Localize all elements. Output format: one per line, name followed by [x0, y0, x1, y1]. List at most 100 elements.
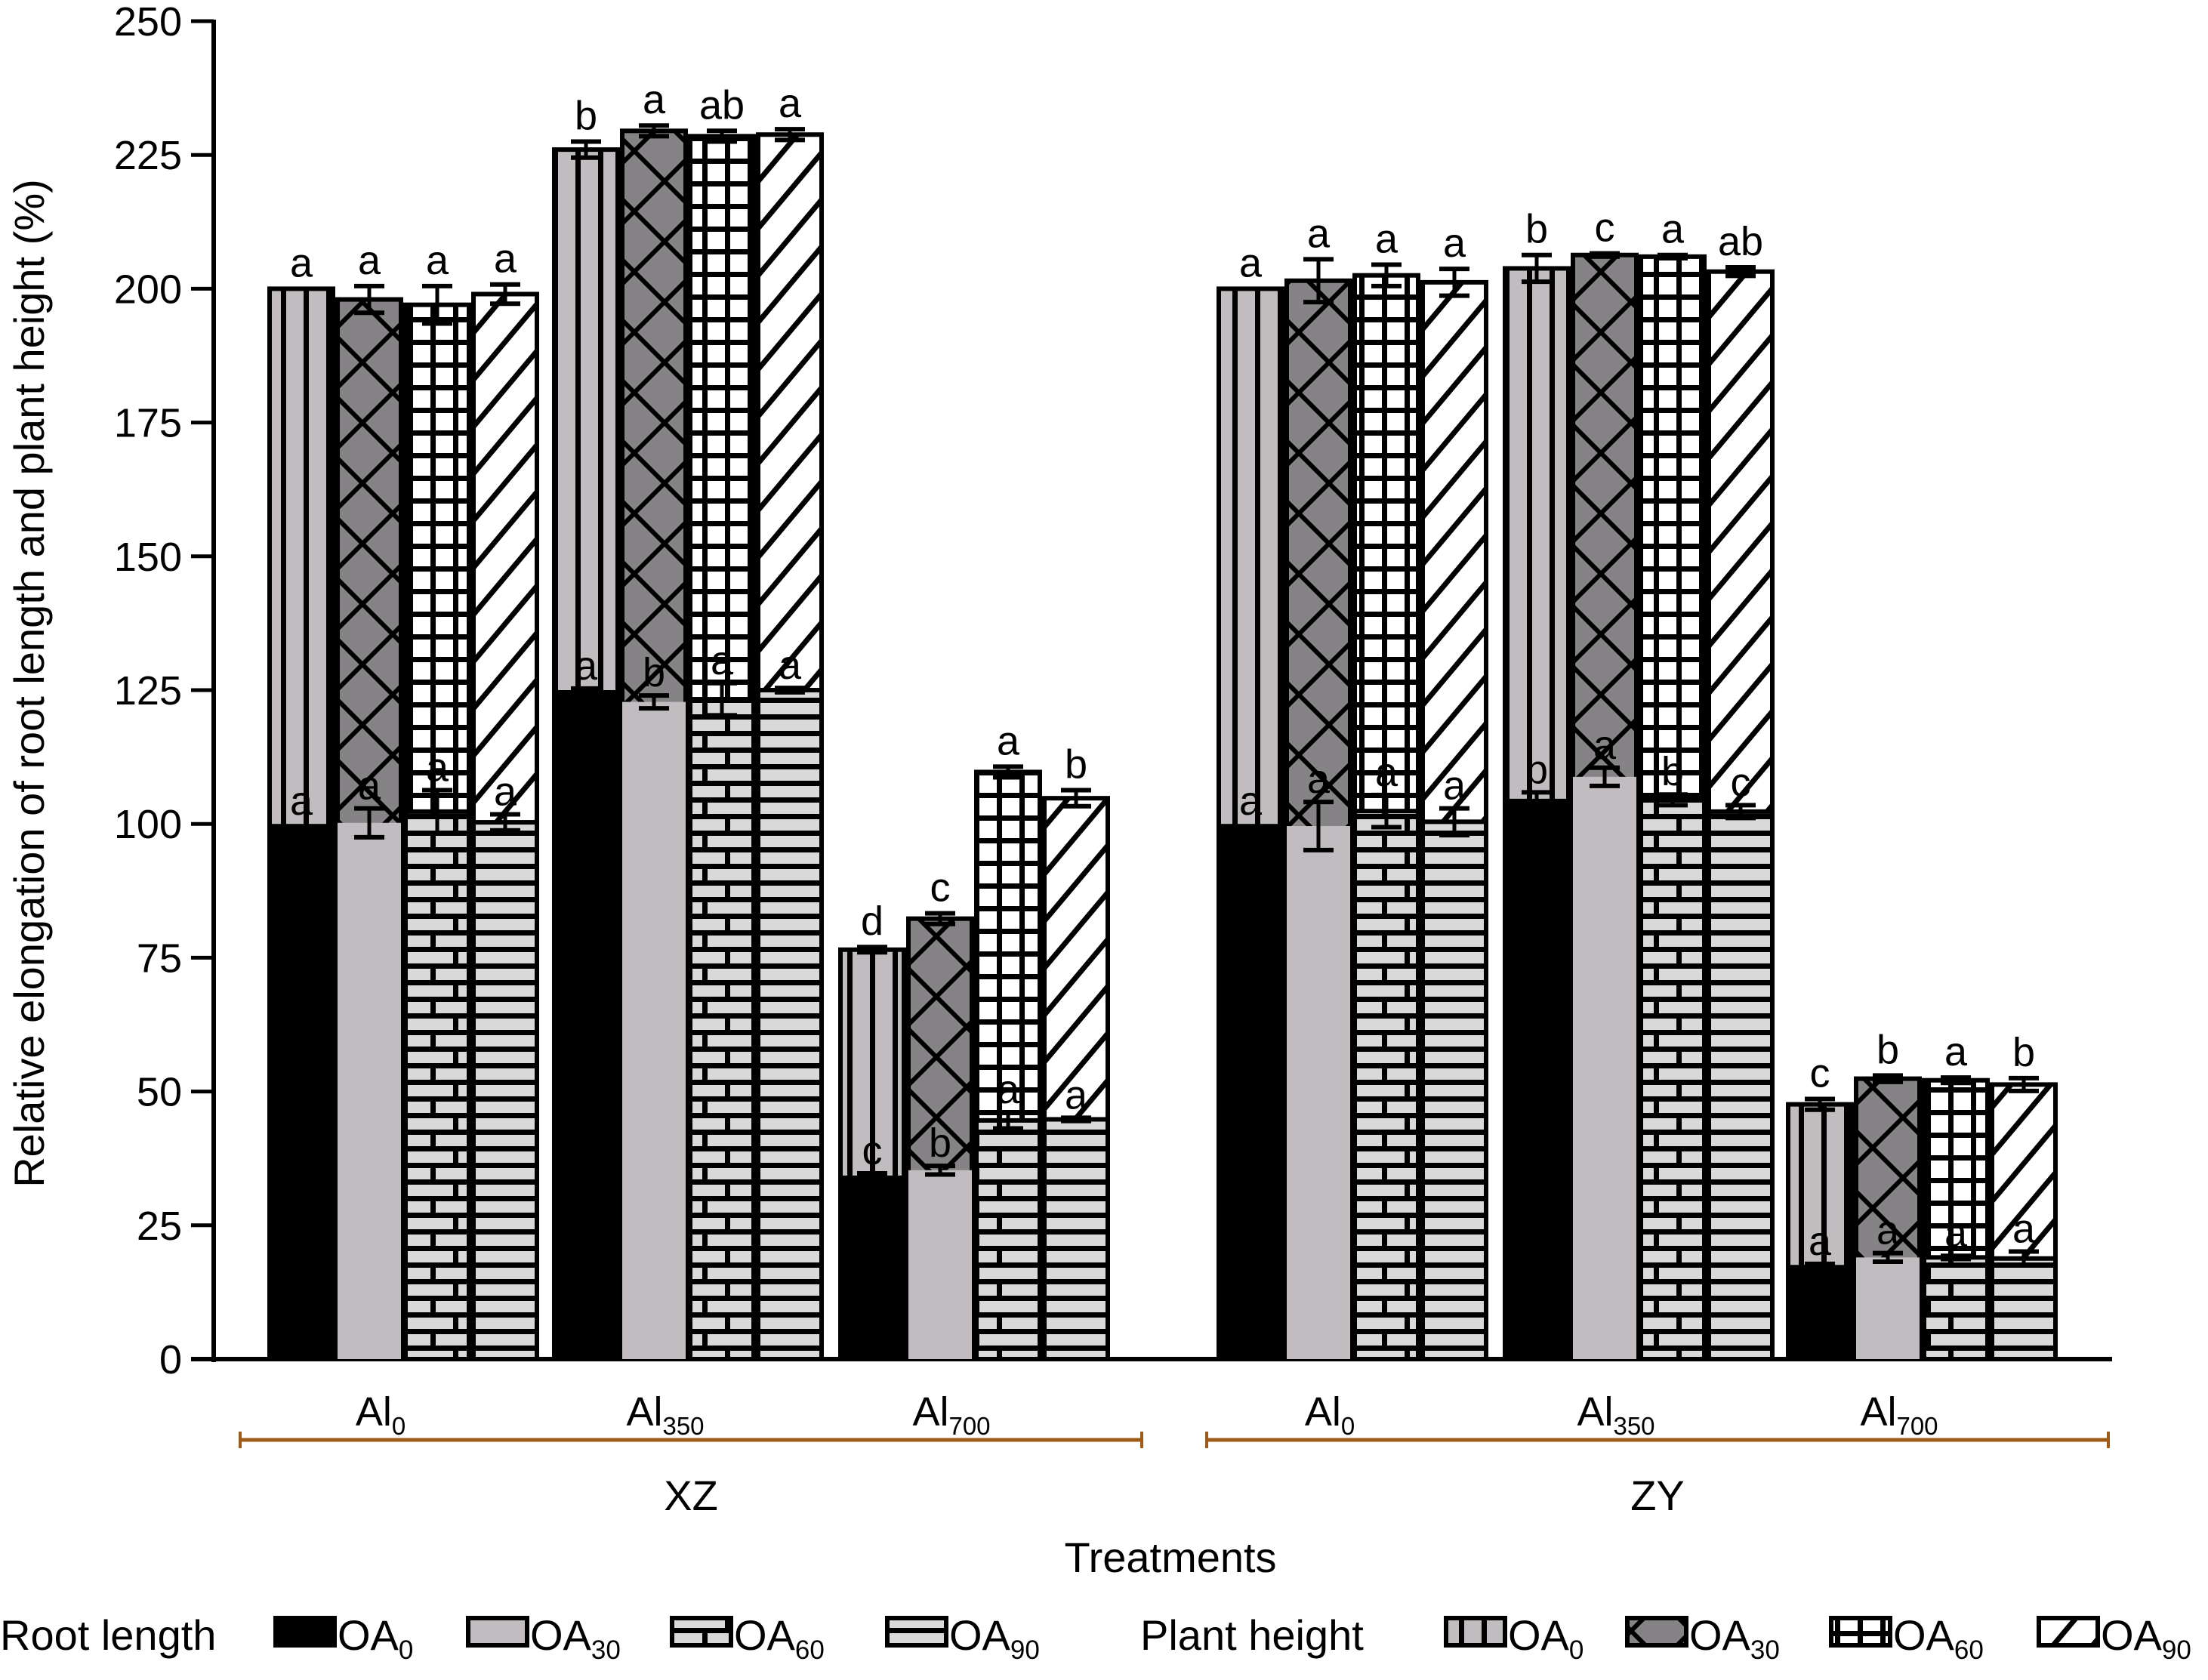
- plant-height-letter: a: [1375, 217, 1399, 262]
- legend-swatch-root-brick: [670, 1616, 733, 1648]
- plant-height-letter: ab: [1718, 219, 1763, 264]
- cultivar-label: ZY: [1630, 1472, 1685, 1519]
- root-length-bar: [1420, 819, 1488, 1361]
- legend-label-plant: OA30: [1689, 1611, 1780, 1665]
- plant-height-letter: b: [1065, 742, 1087, 788]
- legend-swatch-plant-crosshatch: [1625, 1616, 1688, 1648]
- plant-height-letter: a: [290, 240, 313, 285]
- root-length-bar: [403, 809, 471, 1361]
- y-axis-label: Relative elongation of root length and p…: [5, 179, 53, 1188]
- plant-height-letter: a: [1443, 220, 1466, 266]
- root-length-bars: [270, 688, 2058, 1362]
- root-length-letter: a: [1944, 1210, 1968, 1256]
- root-length-bar: [1352, 809, 1420, 1362]
- root-length-bar: [1219, 824, 1282, 1359]
- plant-height-letter: a: [997, 718, 1020, 763]
- root-length-bar: [840, 1175, 904, 1359]
- plant-height-letter: a: [494, 236, 517, 282]
- root-length-letter: a: [779, 643, 802, 688]
- root-length-letter: b: [929, 1121, 951, 1166]
- legend-label-root: OA0: [338, 1611, 413, 1665]
- legend-swatch-plant-grid: [1829, 1616, 1892, 1648]
- root-length-letter: a: [1375, 750, 1399, 795]
- root-length-bar: [974, 1117, 1042, 1362]
- category-label: Al350: [626, 1389, 704, 1440]
- y-tick-label: 100: [114, 802, 182, 847]
- root-length-letter: c: [862, 1128, 883, 1173]
- category-label: Al0: [1305, 1389, 1355, 1440]
- root-length-bar: [1788, 1265, 1852, 1359]
- significance-letters: aaaaaaaabaababaaadccbaabaaaaaaaaabbcaaba…: [290, 77, 2036, 1264]
- root-length-bar: [1505, 798, 1568, 1359]
- plant-height-letter: a: [779, 81, 802, 126]
- plant-height-letter: a: [426, 238, 449, 283]
- root-length-letter: c: [1731, 760, 1751, 805]
- legend-label-root: OA90: [949, 1611, 1040, 1665]
- root-length-letter: b: [1661, 749, 1684, 794]
- legend-title-root-length: Root length: [0, 1611, 216, 1659]
- legend-label-plant: OA0: [1508, 1611, 1584, 1665]
- plant-height-letter: a: [1239, 240, 1263, 285]
- legend-title-plant-height: Plant height: [1140, 1611, 1364, 1659]
- legend-swatch-root-solid-black: [273, 1616, 337, 1648]
- root-length-bar: [1573, 776, 1636, 1359]
- category-label: Al700: [1860, 1389, 1938, 1440]
- plant-height-letter: c: [930, 865, 951, 911]
- y-tick-label: 225: [114, 133, 182, 178]
- legend: Root length OA0 OA30 OA60 OA90 Plant height OA…: [0, 1611, 2191, 1665]
- root-length-letter: b: [1525, 747, 1548, 792]
- plant-height-letter: b: [1525, 207, 1548, 252]
- root-length-bar: [338, 822, 401, 1359]
- root-length-letter: a: [494, 769, 517, 814]
- legend-label-root: OA60: [734, 1611, 825, 1665]
- root-length-letter: a: [2012, 1207, 2036, 1252]
- root-length-bar: [1922, 1255, 1990, 1361]
- category-label: Al700: [912, 1389, 990, 1440]
- root-length-letter: a: [1876, 1208, 1900, 1253]
- y-tick-label: 200: [114, 267, 182, 312]
- root-length-letter: a: [290, 778, 313, 824]
- legend-label-root: OA30: [530, 1611, 621, 1665]
- y-tick-label: 175: [114, 401, 182, 446]
- plant-height-letter: b: [575, 93, 597, 138]
- legend-label-plant: OA60: [1893, 1611, 1984, 1665]
- root-length-letter: b: [643, 650, 665, 695]
- root-length-letter: a: [997, 1067, 1020, 1112]
- root-length-letter: a: [1307, 757, 1331, 802]
- y-tick-label: 50: [137, 1070, 182, 1115]
- legend-swatch-plant-diagonal: [2037, 1616, 2100, 1648]
- root-length-bar: [270, 824, 333, 1359]
- root-length-bar: [756, 688, 824, 1361]
- root-length-bar: [1856, 1257, 1920, 1359]
- root-length-letter: a: [1593, 723, 1617, 768]
- root-length-bar: [471, 820, 539, 1361]
- root-length-bar: [554, 690, 618, 1359]
- root-length-bar: [1287, 826, 1350, 1359]
- root-length-letter: a: [1065, 1072, 1088, 1117]
- root-length-bar: [1042, 1117, 1110, 1362]
- plant-height-letter: d: [861, 899, 884, 944]
- root-length-letter: a: [1809, 1219, 1832, 1264]
- legend-swatch-root-solid-gray: [466, 1616, 529, 1648]
- plant-height-letter: c: [1810, 1051, 1830, 1096]
- root-length-letter: a: [1239, 778, 1263, 824]
- root-length-bar: [688, 697, 756, 1361]
- plant-height-letter: c: [1595, 205, 1615, 251]
- plant-height-letter: b: [1876, 1027, 1899, 1072]
- plant-height-letter: a: [643, 77, 666, 122]
- root-length-letter: a: [575, 643, 598, 689]
- y-tick-label: 25: [137, 1204, 182, 1249]
- plant-height-letter: a: [1661, 207, 1685, 252]
- plant-height-letter: a: [1944, 1029, 1968, 1074]
- root-length-bar: [1707, 809, 1775, 1361]
- category-label: Al350: [1577, 1389, 1654, 1440]
- plant-height-letter: a: [1307, 211, 1331, 256]
- category-label: Al0: [356, 1389, 406, 1440]
- y-tick-label: 75: [137, 936, 182, 981]
- root-length-letter: a: [711, 638, 734, 683]
- error-bars: [354, 123, 2039, 1268]
- root-length-bar: [1639, 797, 1707, 1361]
- root-length-letter: a: [1443, 763, 1466, 809]
- root-length-letter: a: [358, 763, 381, 809]
